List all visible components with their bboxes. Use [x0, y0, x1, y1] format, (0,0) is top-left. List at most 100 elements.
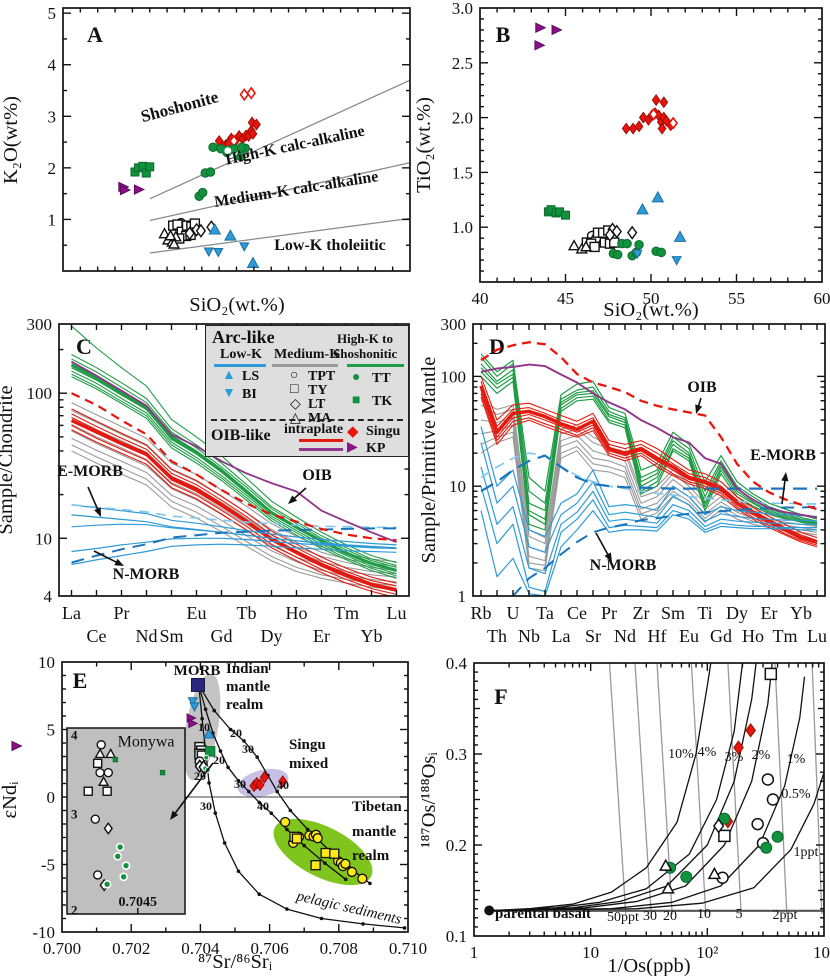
category-label: Ta	[536, 603, 554, 623]
tt-dots-point	[203, 754, 210, 761]
medium-k-lines	[71, 417, 397, 572]
axis-title-y-e: εNdᵢ	[0, 781, 21, 819]
high-k-line-swatch	[347, 364, 404, 367]
annotation-text: OIB	[302, 467, 332, 484]
legend-item-singu: Singu	[366, 424, 401, 439]
lt-point	[195, 223, 207, 238]
kp-point	[534, 39, 546, 51]
annotation-text: N-MORB	[113, 566, 180, 583]
axis-title-y-b: TiO₂(wt.%)	[413, 97, 435, 193]
curve-tick-dot	[222, 841, 227, 845]
curve-tick-dot	[323, 861, 327, 865]
annotation-text: Tibetan	[352, 799, 402, 815]
low-k-lines	[71, 504, 397, 546]
curve-tick-dot	[269, 811, 274, 815]
annotation-arrowhead	[170, 810, 179, 820]
singu-lines	[480, 376, 818, 539]
curve-tick-dot	[247, 789, 251, 794]
annotation-arrow	[93, 550, 119, 565]
legend-header-low-k: Low-K	[220, 347, 262, 362]
high-k-lines	[480, 353, 818, 520]
x-tick-label: 45	[557, 289, 574, 308]
curve-tick-dot	[200, 716, 204, 721]
inset-title: Monywa	[118, 734, 175, 751]
singu-point	[659, 96, 669, 109]
singu-point	[259, 771, 270, 784]
category-label: Ho	[286, 603, 308, 623]
tt-point	[656, 247, 667, 258]
curve-tick-dot	[207, 781, 211, 785]
tt-point	[771, 830, 784, 843]
annotation-arrowhead	[114, 558, 124, 566]
category-label: Tb	[237, 603, 257, 623]
curve-tick-dot	[236, 779, 241, 783]
ls-point	[203, 728, 215, 739]
singu-point	[657, 122, 667, 135]
ma-triangle-icon: △	[290, 411, 301, 426]
kp-point	[551, 24, 563, 36]
axis-title-y-d: Sample/Primitive Mantle	[418, 357, 440, 564]
ls-point	[636, 202, 649, 215]
bi-point	[203, 247, 214, 258]
inset-axis-label: 4	[71, 728, 78, 743]
annotation-text: 30	[234, 777, 246, 791]
tk-point	[145, 162, 155, 172]
annotation-text: parental basalt	[495, 906, 591, 922]
singu-open-point	[668, 116, 679, 130]
annotation-text: E-MORB	[57, 463, 123, 480]
singu-diamond-icon: ◆	[347, 424, 359, 440]
category-label: Dy	[726, 603, 748, 623]
curve-tick-dot	[285, 907, 289, 911]
kp-point	[120, 184, 132, 196]
legend-header-high-k-1: High-K to	[337, 331, 393, 346]
x-tick-label: 10	[582, 943, 599, 962]
category-label: Nd	[136, 626, 158, 646]
bi-point	[187, 697, 199, 707]
annotation-text: 30	[643, 909, 657, 924]
kp-line	[71, 360, 397, 544]
category-label: U	[507, 603, 520, 623]
tibetan-circles-point	[340, 858, 351, 869]
tt-point	[119, 872, 128, 882]
category-label: Ti	[697, 603, 712, 623]
panel-letter-d: D	[489, 334, 505, 359]
legend-header-medium-k: Medium-K	[274, 347, 341, 362]
curve-tick-dot	[361, 922, 365, 926]
high-k-lines	[480, 356, 818, 522]
x-tick-label: 10²	[696, 943, 718, 962]
singu-point	[745, 722, 756, 738]
curve-10pct	[489, 663, 712, 912]
y-tick-label: 0.4	[446, 654, 468, 673]
x-tick-label: 60	[814, 289, 830, 308]
singu-point	[252, 118, 261, 131]
curve-tick-dot	[275, 789, 280, 794]
legend-divider	[211, 419, 403, 421]
high-k-lines	[71, 370, 397, 575]
y-tick-label: 10	[449, 477, 466, 496]
annotation-text: Medium-K calc-alkaline	[213, 168, 379, 211]
field-boundary	[149, 162, 410, 222]
low-k-lines	[71, 543, 397, 566]
singu-lines	[480, 393, 818, 546]
tibetan-circles-point	[357, 873, 368, 884]
morb-point	[190, 677, 205, 692]
annotation-arrow	[172, 762, 214, 816]
annotation-text: 1%	[787, 752, 806, 767]
high-k-lines	[71, 373, 397, 577]
legend-box: Arc-like High-K to Shoshonitic Low-K Med…	[205, 325, 409, 457]
ty-point	[764, 667, 778, 681]
intraplate-purple-line-swatch	[299, 448, 343, 451]
plot-frame	[58, 323, 410, 597]
annotation-arrowhead	[288, 495, 298, 504]
lt-point	[103, 822, 113, 835]
bi-point	[239, 242, 250, 252]
y-tick-label: 0.1	[446, 927, 467, 946]
n-morb-line	[511, 505, 818, 596]
y-tick-label: 1	[458, 587, 467, 606]
y-tick-label: 3.0	[452, 0, 473, 18]
annotation-text: 50ppt	[607, 910, 639, 925]
inset-axis-label: 3	[71, 807, 78, 822]
ppt-30	[634, 663, 652, 915]
curve-tick-dot	[212, 708, 217, 713]
annotation-text: Low-K tholeiitic	[274, 237, 386, 254]
